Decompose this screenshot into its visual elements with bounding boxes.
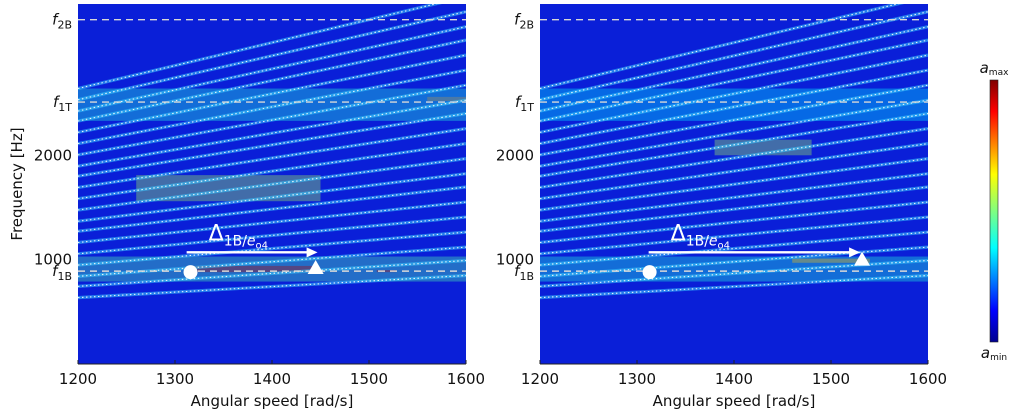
right-x-tick-label: 1200 xyxy=(521,370,559,388)
left-x-axis-title: Angular speed [rad/s] xyxy=(191,392,354,410)
right-reference-lines: f1B f1T f2B xyxy=(514,11,928,283)
colorbar: amax amin xyxy=(980,59,1009,363)
right-x-axis-title: Angular speed [rad/s] xyxy=(653,392,816,410)
left-y-tick-label: 2000 xyxy=(34,146,72,164)
colorbar-gradient xyxy=(989,79,999,343)
left-reference-lines: f1B f1T f2B xyxy=(52,11,466,283)
left-order-line-glow xyxy=(78,10,466,102)
left-order-line xyxy=(78,231,466,266)
left-x-tick-label: 1300 xyxy=(156,370,194,388)
right-order-line xyxy=(540,216,928,255)
colorbar-max-label: amax xyxy=(980,59,1009,78)
right-order-line-glow xyxy=(540,38,928,123)
left-order-lines xyxy=(78,4,466,300)
left-reference-label: f1B xyxy=(52,262,72,283)
right-order-line xyxy=(540,69,928,145)
right-arrow-head xyxy=(849,247,861,258)
right-order-line xyxy=(540,84,928,156)
right-y-axis: 1000 2000 xyxy=(496,146,534,268)
left-order-line-glow xyxy=(78,38,466,123)
left-order-line xyxy=(78,201,466,244)
right-order-line xyxy=(540,274,928,299)
right-order-line-glow xyxy=(540,53,928,134)
left-order-line xyxy=(78,84,466,156)
left-arrow-head xyxy=(306,247,318,258)
left-reference-label: f1T xyxy=(53,93,72,114)
right-x-axis: 1200 1300 1400 1500 1600 Angular speed [rad/s… xyxy=(521,360,947,410)
left-delta-label: Δ1B/eo4 xyxy=(209,221,268,251)
left-annotation: Δ1B/eo4 xyxy=(183,221,324,280)
left-order-line xyxy=(78,128,466,188)
right-x-tick-label: 1400 xyxy=(715,370,753,388)
left-order-line xyxy=(78,143,466,200)
left-order-line xyxy=(78,216,466,255)
right-delta-label: Δ1B/eo4 xyxy=(671,221,730,251)
right-order-line xyxy=(540,231,928,266)
right-reference-label: f2B xyxy=(514,11,534,32)
right-order-line xyxy=(540,158,928,211)
left-start-marker xyxy=(183,265,198,280)
right-y-tick-label: 2000 xyxy=(496,146,534,164)
left-order-line-glow xyxy=(78,53,466,134)
left-spectrogram-panel: f1B f1T f2B Δ1B/eo4 1200 1300 1400 1500 1600 An… xyxy=(8,4,485,410)
left-energy-band xyxy=(376,270,397,273)
colorbar-min-label: amin xyxy=(981,344,1007,363)
left-energy-band xyxy=(190,265,316,273)
right-order-line xyxy=(540,143,928,200)
left-y-axis-title: Frequency [Hz] xyxy=(8,127,26,240)
right-order-line xyxy=(540,128,928,188)
left-x-tick-label: 1400 xyxy=(253,370,291,388)
right-order-line-glow xyxy=(540,25,928,113)
left-x-tick-label: 1600 xyxy=(447,370,485,388)
right-reference-label: f1T xyxy=(515,93,534,114)
right-x-tick-label: 1500 xyxy=(812,370,850,388)
left-order-line xyxy=(78,158,466,211)
right-energy-band xyxy=(792,258,870,263)
right-order-line xyxy=(540,4,900,90)
right-order-line xyxy=(540,173,928,222)
right-order-line xyxy=(540,99,928,167)
right-x-tick-label: 1300 xyxy=(618,370,656,388)
right-start-marker xyxy=(642,265,657,280)
left-y-tick-label: 1000 xyxy=(34,251,72,269)
right-order-line xyxy=(540,113,928,177)
left-order-line xyxy=(78,274,466,299)
left-order-line-glow xyxy=(78,25,466,113)
left-x-tick-label: 1200 xyxy=(59,370,97,388)
right-order-line xyxy=(540,201,928,244)
right-order-line-glow xyxy=(540,10,928,102)
right-annotation: Δ1B/eo4 xyxy=(642,221,871,280)
right-end-marker xyxy=(854,251,871,266)
left-x-axis: 1200 1300 1400 1500 1600 Angular speed [rad/s… xyxy=(59,360,485,410)
left-end-marker xyxy=(307,260,324,274)
left-order-line xyxy=(78,69,466,145)
left-order-line xyxy=(78,99,466,167)
right-y-tick-label: 1000 xyxy=(496,251,534,269)
left-x-tick-label: 1500 xyxy=(350,370,388,388)
left-energy-band xyxy=(427,96,466,102)
left-order-line xyxy=(78,186,466,232)
right-order-line xyxy=(540,186,928,232)
left-order-line xyxy=(78,173,466,222)
right-x-tick-label: 1600 xyxy=(909,370,947,388)
right-spectrogram-panel: f1B f1T f2B Δ1B/eo4 1200 1300 1400 1500 1600 An… xyxy=(496,4,947,410)
left-reference-label: f2B xyxy=(52,11,72,32)
left-order-line xyxy=(78,259,466,287)
right-order-lines xyxy=(540,4,928,300)
left-y-axis: 1000 2000 Frequency [Hz] xyxy=(8,127,72,268)
left-order-line xyxy=(78,113,466,177)
right-reference-label: f1B xyxy=(514,262,534,283)
left-order-line xyxy=(78,4,438,90)
